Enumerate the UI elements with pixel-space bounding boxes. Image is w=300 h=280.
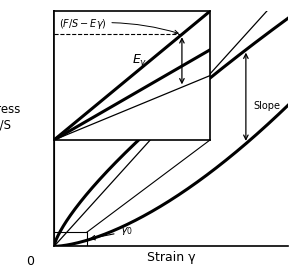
Text: Stress
F/S: Stress F/S	[0, 103, 21, 131]
Text: Slope: Slope	[253, 101, 280, 111]
Text: 0: 0	[27, 255, 34, 268]
Text: $E_\gamma$: $E_\gamma$	[132, 52, 148, 69]
Text: $(F/S-E\gamma)$: $(F/S-E\gamma)$	[59, 17, 178, 34]
Text: $\gamma_0$: $\gamma_0$	[91, 225, 133, 240]
X-axis label: Strain γ: Strain γ	[147, 251, 195, 263]
